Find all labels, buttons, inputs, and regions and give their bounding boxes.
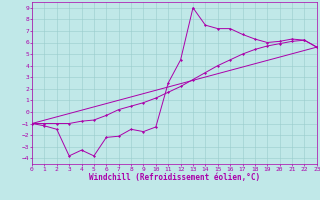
X-axis label: Windchill (Refroidissement éolien,°C): Windchill (Refroidissement éolien,°C) [89, 173, 260, 182]
